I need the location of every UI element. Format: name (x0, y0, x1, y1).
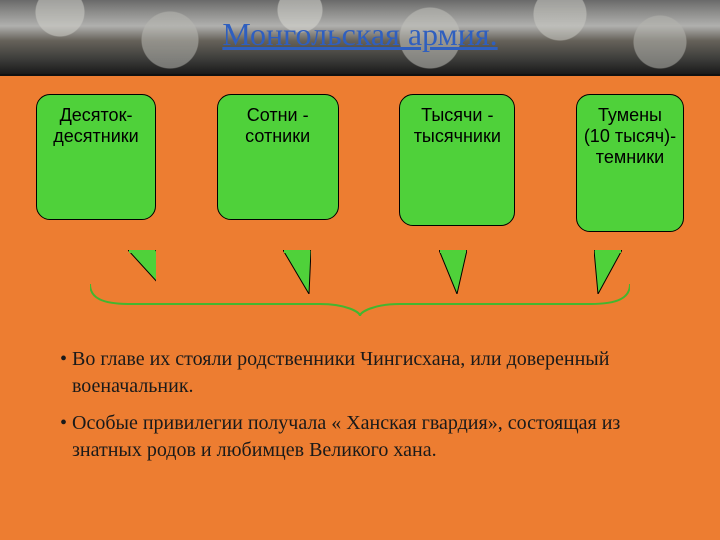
callout-box: Десяток-десятники (36, 94, 156, 220)
callout-box: Тумены (10 тысяч)-темники (576, 94, 684, 232)
curly-brace (90, 280, 630, 320)
bullet-item-1: Во главе их стояли родственники Чингисха… (60, 346, 670, 400)
callout-box: Тысячи - тысячники (399, 94, 515, 226)
page-title: Монгольская армия. (0, 16, 720, 53)
bullet-list: Во главе их стояли родственники Чингисха… (60, 346, 670, 474)
callout-box: Сотни - сотники (217, 94, 339, 220)
callout-row: Десяток-десятники Сотни - сотники Тысячи -… (36, 94, 684, 254)
callout-4: Тумены (10 тысяч)-темники (576, 94, 684, 254)
callout-1: Десяток-десятники (36, 94, 156, 254)
callout-3: Тысячи - тысячники (399, 94, 515, 254)
bullet-item-2: Особые привилегии получала « Ханская гва… (60, 410, 670, 464)
callout-2: Сотни - сотники (217, 94, 339, 254)
